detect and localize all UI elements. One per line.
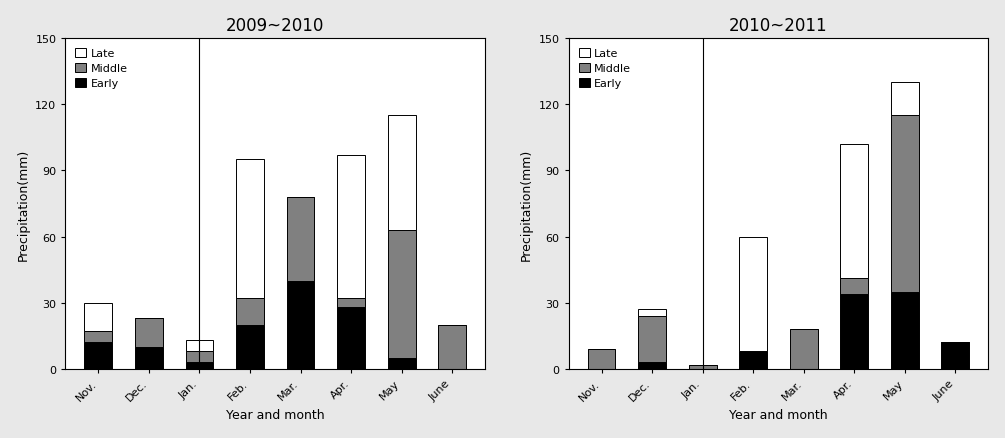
Bar bbox=[286, 281, 315, 369]
Bar bbox=[337, 307, 365, 369]
Title: 2009~2010: 2009~2010 bbox=[226, 17, 325, 35]
Legend: Late, Middle, Early: Late, Middle, Early bbox=[574, 44, 635, 93]
Bar bbox=[840, 294, 868, 369]
Bar bbox=[84, 332, 113, 343]
Bar bbox=[740, 351, 767, 369]
Bar bbox=[337, 155, 365, 299]
Bar bbox=[236, 325, 264, 369]
Bar bbox=[135, 347, 163, 369]
Bar bbox=[286, 198, 315, 281]
Bar bbox=[438, 325, 466, 369]
Y-axis label: Precipitation(mm): Precipitation(mm) bbox=[17, 148, 30, 260]
Bar bbox=[236, 160, 264, 299]
Bar bbox=[186, 363, 213, 369]
Bar bbox=[688, 365, 717, 369]
Bar bbox=[790, 329, 818, 369]
Bar bbox=[236, 299, 264, 325]
Bar bbox=[186, 340, 213, 351]
Bar bbox=[186, 351, 213, 363]
Bar bbox=[84, 343, 113, 369]
Bar bbox=[638, 316, 666, 363]
Bar bbox=[84, 303, 113, 332]
X-axis label: Year and month: Year and month bbox=[730, 408, 828, 421]
Bar bbox=[840, 279, 868, 294]
Bar bbox=[840, 145, 868, 279]
Title: 2010~2011: 2010~2011 bbox=[730, 17, 828, 35]
Y-axis label: Precipitation(mm): Precipitation(mm) bbox=[520, 148, 533, 260]
Bar bbox=[638, 310, 666, 316]
Bar bbox=[135, 318, 163, 347]
Bar bbox=[388, 230, 415, 358]
Bar bbox=[337, 299, 365, 307]
X-axis label: Year and month: Year and month bbox=[226, 408, 325, 421]
Bar bbox=[890, 292, 919, 369]
Bar bbox=[890, 116, 919, 292]
Bar bbox=[740, 237, 767, 351]
Bar bbox=[388, 116, 415, 230]
Bar bbox=[942, 343, 969, 369]
Bar bbox=[638, 363, 666, 369]
Bar bbox=[388, 358, 415, 369]
Legend: Late, Middle, Early: Late, Middle, Early bbox=[71, 44, 133, 93]
Bar bbox=[588, 349, 615, 369]
Bar bbox=[890, 83, 919, 116]
